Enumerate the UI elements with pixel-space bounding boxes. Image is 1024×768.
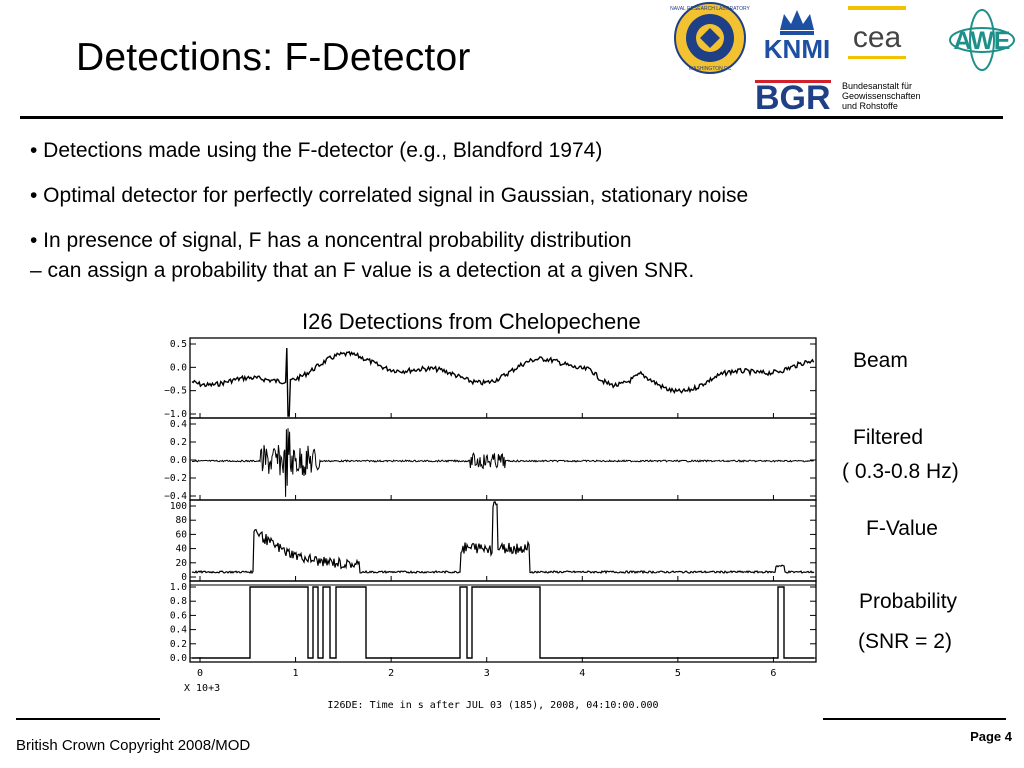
filtered-ytick-label: −0.2: [164, 473, 187, 484]
svg-text:Geowissenschaften: Geowissenschaften: [842, 91, 921, 101]
prob-ytick-label: 1.0: [170, 582, 187, 593]
bgr-logo: BGR Bundesanstalt für Geowissenschaften …: [755, 79, 921, 117]
copyright-text: British Crown Copyright 2008/MOD: [16, 737, 251, 754]
bullet-item: • Detections made using the F-detector (…: [30, 139, 603, 162]
svg-text:cea: cea: [853, 21, 902, 54]
svg-text:und Rohstoffe: und Rohstoffe: [842, 101, 898, 111]
beam-ytick-label: −0.5: [164, 386, 187, 397]
beam-trace: [191, 347, 815, 417]
logo-bar: NAVAL RESEARCH LABORATORY WASHINGTON DC …: [670, 0, 1024, 118]
page-number: Page 4: [970, 729, 1012, 744]
detection-figure: 0.5 0.0 −0.5 −1.0 0.4 0.2 0.0 −0.2 −0.4 100 80 60 40…: [160, 334, 820, 714]
bullet-item: • Optimal detector for perfectly correla…: [30, 184, 749, 207]
x-axis-label: I26DE: Time in s after JUL 03 (185), 200…: [327, 700, 658, 711]
beam-ytick-label: −1.0: [164, 409, 187, 420]
figure-title: I26 Detections from Chelopechene: [302, 309, 641, 334]
beam-ytick-label: 0.0: [170, 362, 187, 373]
filtered-ytick-label: 0.4: [170, 419, 187, 430]
xtick-label: 3: [484, 668, 490, 679]
footer-rule-left: [16, 718, 160, 720]
beam-panel-frame: [189, 337, 817, 419]
xtick-label: 4: [579, 668, 585, 679]
svg-text:NAVAL RESEARCH LABORATORY: NAVAL RESEARCH LABORATORY: [670, 6, 750, 12]
fvalue-trace: [191, 500, 815, 575]
bullet-list: • Detections made using the F-detector (…: [30, 136, 748, 301]
fvalue-ytick-label: 80: [176, 515, 188, 526]
xtick-label: 0: [197, 668, 203, 679]
nrl-logo: NAVAL RESEARCH LABORATORY WASHINGTON DC: [670, 2, 750, 74]
probability-label: Probability: [859, 590, 958, 613]
prob-panel-frame: [189, 580, 817, 663]
snr-label: (SNR = 2): [858, 630, 952, 653]
svg-text:BGR: BGR: [755, 79, 831, 117]
prob-ytick-label: 0.0: [170, 653, 187, 664]
fvalue-panel-frame: [189, 499, 817, 582]
fvalue-ytick-label: 100: [170, 501, 187, 512]
filtered-ytick-label: −0.4: [164, 491, 187, 502]
probability-trace: [192, 586, 814, 659]
svg-text:Bundesanstalt für: Bundesanstalt für: [842, 81, 912, 91]
prob-ytick-label: 0.8: [170, 596, 187, 607]
x-multiplier: X 10+3: [184, 683, 220, 694]
svg-text:KNMI: KNMI: [764, 34, 830, 64]
fvalue-ytick-label: 60: [176, 529, 188, 540]
xtick-label: 6: [770, 668, 776, 679]
filtered-ytick-label: 0.0: [170, 455, 187, 466]
svg-text:AWE: AWE: [954, 27, 1011, 55]
filtered-label: Filtered: [853, 426, 924, 449]
bullet-subitem: – can assign a probability that an F val…: [30, 259, 695, 282]
filtered-ytick-label: 0.2: [170, 437, 187, 448]
prob-ytick-label: 0.2: [170, 639, 187, 650]
fvalue-label: F-Value: [866, 517, 938, 540]
prob-ytick-label: 0.4: [170, 625, 187, 636]
awe-logo: AWE: [949, 9, 1015, 71]
beam-ytick-label: 0.5: [170, 339, 187, 350]
cea-logo: cea: [848, 6, 906, 59]
fvalue-ytick-label: 20: [176, 558, 188, 569]
beam-label: Beam: [853, 349, 908, 372]
xtick-label: 1: [293, 668, 299, 679]
fvalue-ytick-label: 0: [181, 572, 187, 583]
fvalue-ytick-label: 40: [176, 544, 188, 555]
footer-rule-right: [823, 718, 1006, 720]
filtered-band-label: ( 0.3-0.8 Hz): [842, 460, 959, 483]
knmi-logo: KNMI: [764, 10, 830, 64]
filtered-trace: [191, 428, 814, 497]
xtick-label: 2: [388, 668, 394, 679]
title-divider: [20, 116, 1003, 119]
page-title: Detections: F-Detector: [76, 36, 471, 79]
bullet-item: • In presence of signal, F has a noncent…: [30, 229, 632, 252]
svg-text:WASHINGTON DC: WASHINGTON DC: [689, 66, 732, 72]
prob-ytick-label: 0.6: [170, 610, 187, 621]
xtick-label: 5: [675, 668, 681, 679]
